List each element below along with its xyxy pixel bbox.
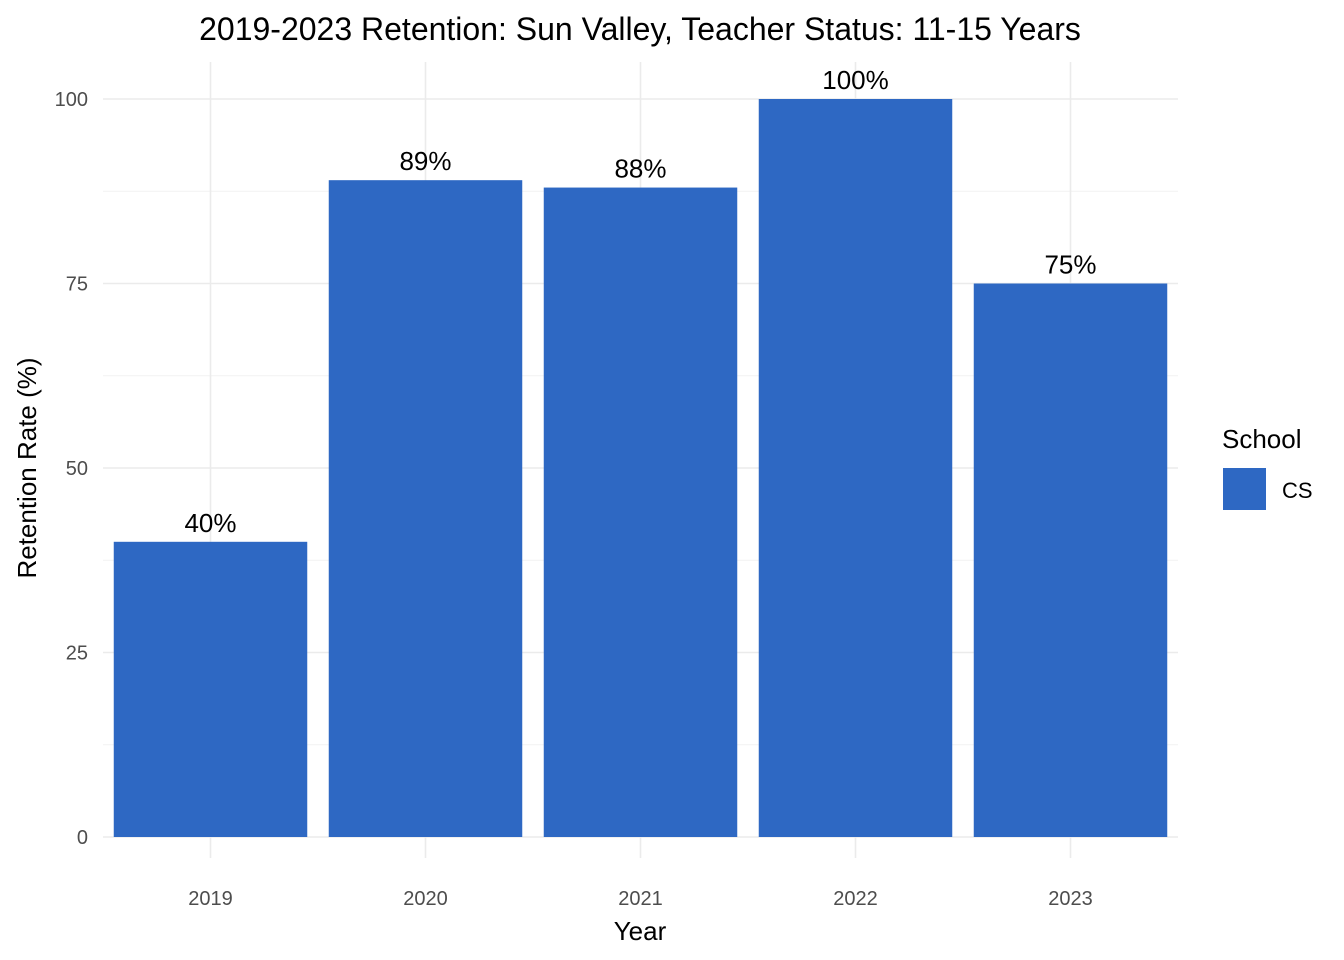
x-tick-label: 2023 — [1048, 888, 1093, 910]
data-label: 40% — [184, 508, 236, 538]
data-label: 88% — [614, 154, 666, 184]
bar — [113, 541, 308, 837]
data-label: 89% — [399, 146, 451, 176]
x-tick-label: 2020 — [403, 888, 448, 910]
y-axis-ticks: 0 25 50 75 100 — [55, 89, 88, 849]
bar — [328, 180, 523, 837]
y-tick-label: 100 — [55, 89, 88, 111]
legend-title: School — [1222, 424, 1302, 454]
bar — [973, 283, 1168, 837]
x-tick-label: 2021 — [618, 888, 663, 910]
y-tick-label: 25 — [66, 643, 88, 665]
y-tick-label: 0 — [77, 827, 88, 849]
data-label: 75% — [1044, 250, 1096, 280]
legend: School CS — [1222, 424, 1313, 510]
legend-swatch-cs — [1223, 468, 1266, 510]
x-axis-ticks: 2019 2020 2021 2022 2023 — [188, 888, 1093, 910]
data-labels: 40% 89% 88% 100% 75% — [184, 65, 1096, 538]
y-tick-label: 75 — [66, 274, 88, 296]
y-tick-label: 50 — [66, 458, 88, 480]
x-tick-label: 2022 — [833, 888, 878, 910]
chart-title: 2019-2023 Retention: Sun Valley, Teacher… — [199, 11, 1081, 47]
y-axis-title: Retention Rate (%) — [12, 357, 42, 578]
bar — [758, 99, 953, 837]
data-label: 100% — [822, 65, 889, 95]
x-axis-title: Year — [614, 916, 667, 946]
legend-label-cs: CS — [1282, 478, 1313, 503]
x-tick-label: 2019 — [188, 888, 233, 910]
bars — [113, 99, 1168, 837]
bar — [543, 187, 738, 837]
